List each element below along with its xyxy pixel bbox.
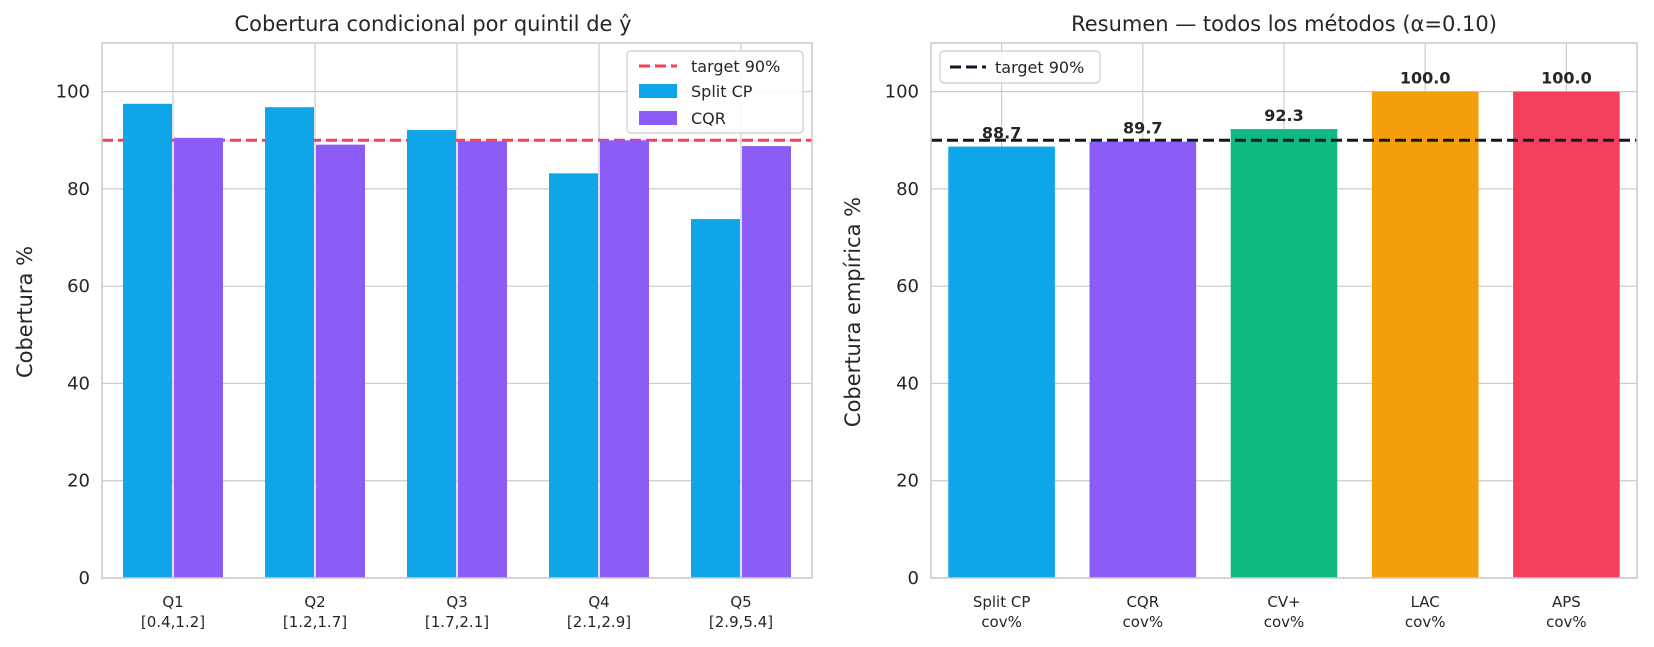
conditional-coverage-chart: Cobertura condicional por quintil de ŷ C… xyxy=(13,12,813,631)
bar-cqr xyxy=(742,146,791,579)
y-tick-label: 0 xyxy=(79,568,90,589)
y-tick-label: 60 xyxy=(896,276,919,297)
y-tick-label: 40 xyxy=(67,373,90,394)
legend-box xyxy=(939,50,1101,84)
bar-cqr xyxy=(1089,141,1197,578)
bar-cv- xyxy=(1230,129,1338,578)
bar-split-cp xyxy=(948,146,1055,578)
y-tick-label: 20 xyxy=(67,471,90,492)
x-tick-label: Split CP xyxy=(973,593,1031,611)
y-tick-label: 0 xyxy=(908,568,919,589)
y-axis-label: Cobertura % xyxy=(13,246,37,378)
bars xyxy=(123,103,791,579)
x-tick-range: [2.1,2.9] xyxy=(567,613,631,631)
x-tick-label: CV+ xyxy=(1267,593,1300,611)
y-tick-label: 40 xyxy=(896,373,919,394)
x-tick-range: [2.9,5.4] xyxy=(709,613,773,631)
legend-label: target 90% xyxy=(995,58,1084,77)
bar-split-cp xyxy=(549,173,598,578)
bar-cqr xyxy=(316,144,365,578)
axes-frame xyxy=(101,42,813,579)
bar-value-label: 92.3 xyxy=(1264,106,1303,125)
x-tick-sublabel: cov% xyxy=(1123,613,1164,631)
bar-split-cp xyxy=(123,103,172,578)
legend-swatch xyxy=(639,84,677,98)
x-tick-label: Q1 xyxy=(162,593,183,611)
bar-value-label: 89.7 xyxy=(1123,119,1162,138)
legend-label: CQR xyxy=(691,109,726,128)
x-tick-range: [1.2,1.7] xyxy=(283,613,347,631)
bar-cqr xyxy=(600,140,649,579)
legend-label: target 90% xyxy=(691,57,780,76)
bar-aps xyxy=(1513,91,1620,579)
y-tick-label: 100 xyxy=(56,82,90,103)
summary-coverage-chart: Resumen — todos los métodos (α=0.10) Cob… xyxy=(841,12,1638,631)
x-tick-sublabel: cov% xyxy=(1264,613,1305,631)
chart-title: Resumen — todos los métodos (α=0.10) xyxy=(1071,12,1497,36)
tick-labels: 0 20 40 60 80 100 Q1 [0.4,1.2] Q2 [1.2,1.7] Q3 [1.7… xyxy=(56,82,773,631)
x-tick-range: [1.7,2.1] xyxy=(425,613,489,631)
bar-split-cp xyxy=(691,219,740,578)
x-tick-sublabel: cov% xyxy=(981,613,1022,631)
data-labels: 88.7 89.7 92.3 100.0 100.0 xyxy=(982,69,1592,143)
x-tick-sublabel: cov% xyxy=(1405,613,1446,631)
x-tick-label: APS xyxy=(1552,593,1581,611)
x-tick-label: Q3 xyxy=(446,593,467,611)
y-tick-label: 80 xyxy=(67,179,90,200)
bar-split-cp xyxy=(407,130,456,579)
bars xyxy=(948,91,1620,579)
legend: target 90% Split CP CQR xyxy=(626,50,804,134)
y-tick-label: 20 xyxy=(896,471,919,492)
bar-cqr xyxy=(458,141,507,578)
axes-frame xyxy=(930,42,1638,579)
legend: target 90% xyxy=(939,50,1101,84)
x-tick-label: Q2 xyxy=(304,593,325,611)
bar-cqr xyxy=(174,137,223,578)
tick-labels: 0 20 40 60 80 100 Split CP cov% CQR cov% CV+ cov% LA… xyxy=(885,82,1587,631)
bar-value-label: 88.7 xyxy=(982,124,1021,143)
bar-value-label: 100.0 xyxy=(1541,69,1592,88)
x-tick-label: CQR xyxy=(1126,593,1159,611)
bar-split-cp xyxy=(265,107,314,578)
bar-lac xyxy=(1371,91,1479,579)
x-tick-label: Q4 xyxy=(588,593,609,611)
bar-value-label: 100.0 xyxy=(1400,69,1451,88)
legend-label: Split CP xyxy=(691,82,753,101)
legend-swatch xyxy=(639,111,677,125)
y-tick-label: 100 xyxy=(885,82,919,103)
chart-title: Cobertura condicional por quintil de ŷ xyxy=(234,12,631,36)
y-tick-label: 80 xyxy=(896,179,919,200)
x-tick-label: LAC xyxy=(1411,593,1440,611)
x-tick-range: [0.4,1.2] xyxy=(141,613,205,631)
x-tick-sublabel: cov% xyxy=(1546,613,1587,631)
y-tick-label: 60 xyxy=(67,276,90,297)
y-axis-label: Cobertura empírica % xyxy=(841,197,865,427)
x-tick-label: Q5 xyxy=(730,593,751,611)
